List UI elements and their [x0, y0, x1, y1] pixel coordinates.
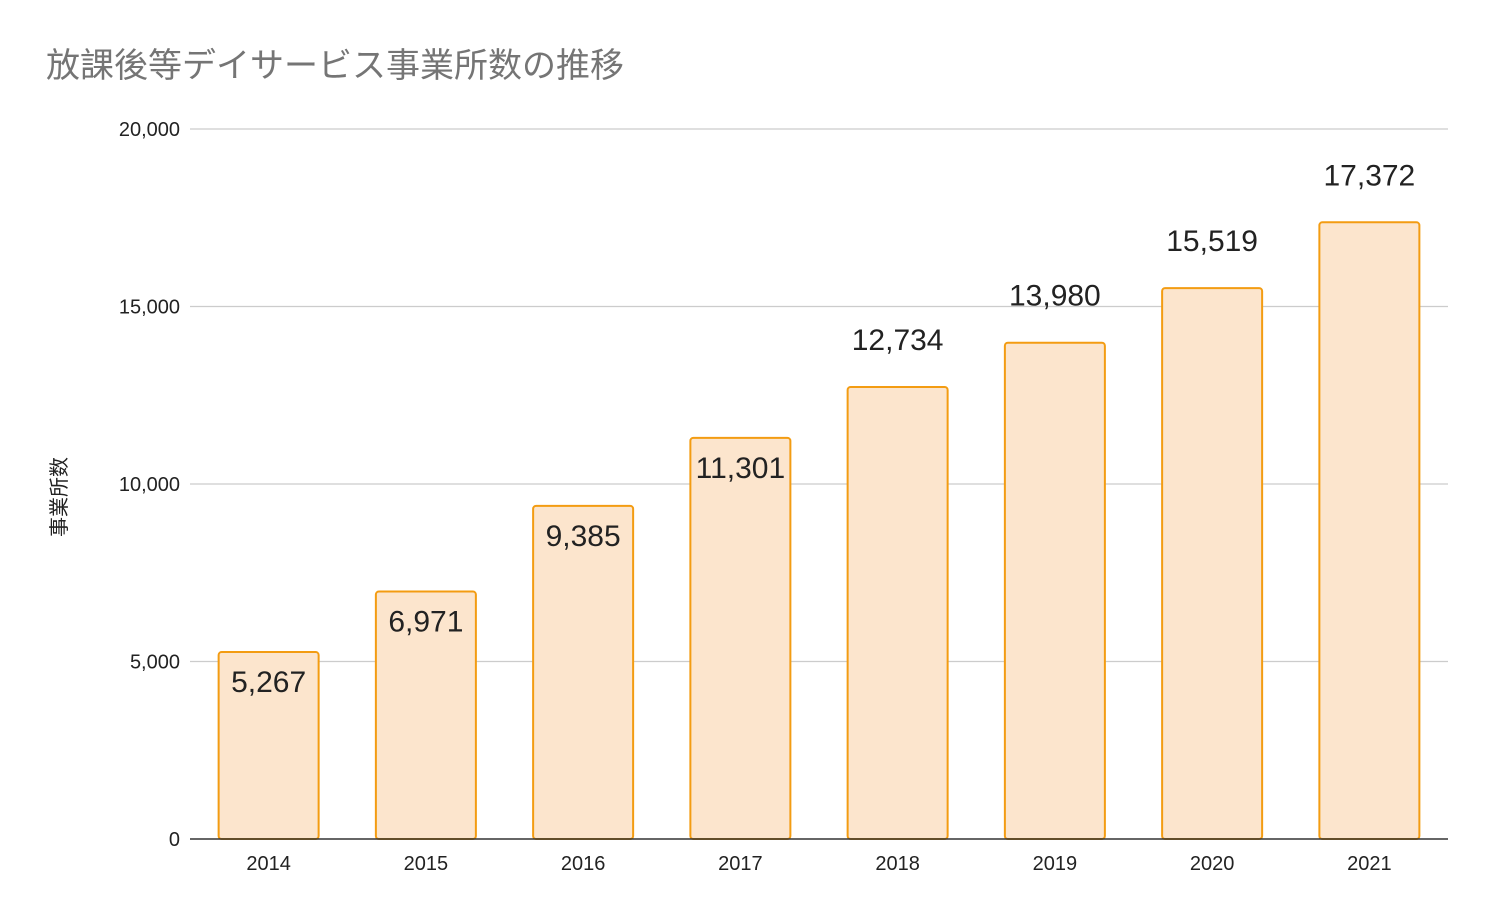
x-tick-label: 2015: [404, 853, 449, 875]
y-axis-ticks: 0 5,000 10,000 15,000 20,000: [119, 119, 180, 851]
data-label: 13,980: [1009, 280, 1101, 313]
data-label: 9,385: [546, 520, 621, 553]
y-tick-label: 15,000: [119, 297, 180, 319]
y-axis-label: 事業所数: [47, 457, 71, 537]
data-label: 15,519: [1166, 225, 1258, 258]
x-tick-label: 2014: [246, 853, 291, 875]
data-label: 5,267: [231, 666, 306, 699]
bars: [217, 221, 1421, 840]
bar: [1161, 287, 1264, 840]
data-label: 11,301: [696, 452, 786, 485]
x-axis-ticks: 2014 2015 2016 2017 2018 2019 2020 2021: [246, 853, 1391, 875]
bar: [532, 504, 635, 840]
x-tick-label: 2017: [718, 853, 763, 875]
data-labels: 5,267 6,971 9,385 11,301 12,734 13,980 15,519 1…: [231, 159, 1415, 699]
x-tick-label: 2018: [875, 853, 920, 875]
data-label: 6,971: [388, 606, 463, 639]
bar: [1003, 341, 1106, 840]
y-tick-label: 5,000: [130, 652, 180, 674]
data-label: 12,734: [852, 324, 944, 357]
chart-title: 放課後等デイサービス事業所数の推移: [46, 46, 624, 86]
y-tick-label: 0: [169, 829, 180, 851]
bar: [1318, 221, 1421, 840]
data-label: 17,372: [1323, 159, 1415, 192]
y-tick-label: 20,000: [119, 119, 180, 141]
x-tick-label: 2021: [1347, 853, 1392, 875]
y-tick-label: 10,000: [119, 474, 180, 496]
x-tick-label: 2019: [1033, 853, 1078, 875]
x-tick-label: 2020: [1190, 853, 1235, 875]
x-tick-label: 2016: [561, 853, 606, 875]
bar: [689, 436, 792, 840]
bar: [846, 385, 949, 840]
